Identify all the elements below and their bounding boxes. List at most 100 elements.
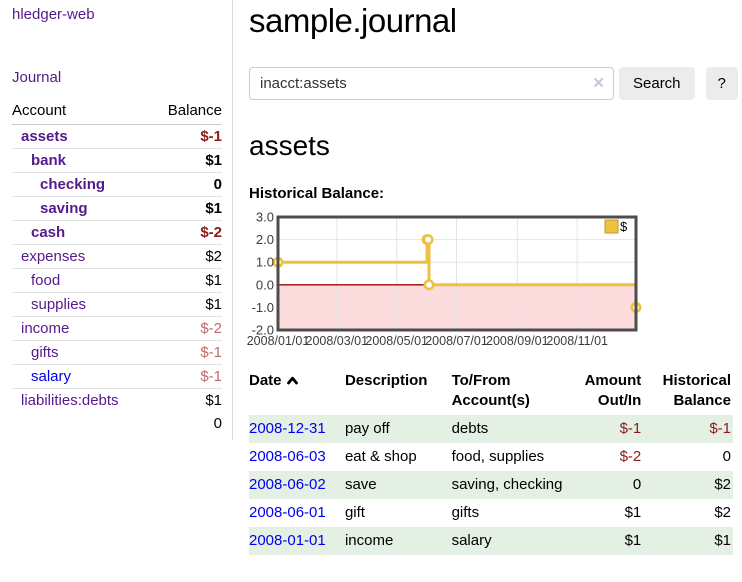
svg-text:0.0: 0.0 <box>256 277 274 292</box>
clear-search-icon[interactable]: ✕ <box>592 75 605 92</box>
transaction-balance: $-1 <box>709 420 731 437</box>
account-link[interactable]: supplies <box>31 296 87 313</box>
account-balance: $-1 <box>200 368 222 385</box>
transaction-balance: 0 <box>722 448 731 465</box>
transaction-date-link[interactable]: 2008-06-03 <box>249 448 326 465</box>
accounts-header-balance: Balance <box>151 99 222 125</box>
transaction-row: 2008-12-31 pay off debts $-1 $-1 <box>249 415 733 443</box>
account-row: income $-2 <box>12 316 222 341</box>
svg-text:2008/11/01: 2008/11/01 <box>546 334 608 348</box>
search-button[interactable]: Search <box>619 67 695 100</box>
account-balance: 0 <box>213 176 222 193</box>
account-row: liabilities:debts $1 <box>12 388 222 413</box>
main-content: sample.journal ✕ Search ? assets Histori… <box>233 0 742 555</box>
transaction-amount: 0 <box>632 476 642 493</box>
search-form: ✕ Search ? <box>249 67 738 100</box>
accounts-table: Account Balance assets $-1 bank $1 checking 0… <box>12 99 222 435</box>
transaction-amount: $-2 <box>619 448 642 465</box>
transaction-row: 2008-06-02 save saving, checking 0 $2 <box>249 471 733 499</box>
search-input-wrap: ✕ <box>249 67 614 100</box>
app-title-link[interactable]: hledger-web <box>12 6 95 23</box>
account-balance: $1 <box>205 296 222 313</box>
account-balance: $-1 <box>200 344 222 361</box>
transaction-accounts: gifts <box>451 504 480 521</box>
transaction-description: gift <box>344 504 365 521</box>
account-row: saving $1 <box>12 196 222 221</box>
svg-text:2008/01/01: 2008/01/01 <box>247 334 310 348</box>
transaction-description: pay off <box>344 420 390 437</box>
account-row: gifts $-1 <box>12 340 222 365</box>
register-header-row: Date Description To/From Account(s) Amou… <box>249 369 733 415</box>
accounts-total-value: 0 <box>213 415 222 432</box>
account-balance: $1 <box>205 392 222 409</box>
accounts-total-row: 0 <box>12 412 222 435</box>
account-link[interactable]: bank <box>31 152 67 169</box>
account-balance: $-1 <box>200 128 222 145</box>
account-row: expenses $2 <box>12 244 222 269</box>
register-header-date[interactable]: Date <box>249 369 345 415</box>
svg-text:2008/05/01: 2008/05/01 <box>365 334 428 348</box>
account-page-title: assets <box>249 130 330 161</box>
account-row: supplies $1 <box>12 292 222 317</box>
chart-label: Historical Balance: <box>249 185 385 202</box>
account-row: salary $-1 <box>12 364 222 389</box>
transaction-date-link[interactable]: 2008-01-01 <box>249 532 326 549</box>
account-row: checking 0 <box>12 172 222 197</box>
transaction-date-link[interactable]: 2008-06-01 <box>249 504 326 521</box>
account-balance: $1 <box>205 152 222 169</box>
chart-wrap: $3.0 2.0 1.0 0.0 -1.0 -2.0 2008/01/01 2008/03/0… <box>247 210 738 353</box>
svg-text:2008/07/01: 2008/07/01 <box>425 334 488 348</box>
register-header-balance: Historical Balance <box>662 372 731 409</box>
account-link[interactable]: salary <box>31 368 72 385</box>
transaction-accounts: food, supplies <box>451 448 545 465</box>
svg-text:-2.0: -2.0 <box>252 323 274 338</box>
account-balance: $2 <box>205 248 222 265</box>
account-link[interactable]: expenses <box>21 248 86 265</box>
transaction-amount: $1 <box>624 504 642 521</box>
account-link[interactable]: gifts <box>31 344 59 361</box>
register-header-amount: Amount Out/In <box>584 372 642 409</box>
account-link[interactable]: assets <box>21 128 68 145</box>
page: hledger-web Journal Account Balance asse… <box>0 0 742 555</box>
account-balance: $-2 <box>200 224 222 241</box>
accounts-table-body: assets $-1 bank $1 checking 0 saving $1 cash $-2 e… <box>12 125 222 413</box>
historical-balance-chart: $3.0 2.0 1.0 0.0 -1.0 -2.02008/01/012008/03/0… <box>247 210 642 348</box>
account-balance: $1 <box>205 272 222 289</box>
account-link[interactable]: income <box>21 320 70 337</box>
transaction-row: 2008-01-01 income salary $1 $1 <box>249 527 733 555</box>
transaction-date-link[interactable]: 2008-12-31 <box>249 420 326 437</box>
transaction-accounts: debts <box>451 420 489 437</box>
accounts-table-header: Account Balance <box>12 99 222 125</box>
transaction-description: eat & shop <box>344 448 417 465</box>
account-balance: $-2 <box>200 320 222 337</box>
transaction-balance: $2 <box>714 504 731 521</box>
account-row: cash $-2 <box>12 220 222 245</box>
transaction-accounts: saving, checking <box>451 476 563 493</box>
svg-text:2008/03/01: 2008/03/01 <box>306 334 369 348</box>
account-link[interactable]: saving <box>40 200 88 217</box>
account-row: food $1 <box>12 268 222 293</box>
accounts-header-account: Account <box>12 99 152 125</box>
transaction-balance: $1 <box>714 532 731 549</box>
sidebar-item-journal[interactable]: Journal <box>12 69 62 86</box>
page-title: sample.journal <box>249 2 457 39</box>
account-link[interactable]: cash <box>31 224 66 241</box>
transaction-balance: $2 <box>714 476 731 493</box>
search-input[interactable] <box>249 67 614 100</box>
register-header-accounts: To/From Account(s) <box>451 372 530 409</box>
account-link[interactable]: food <box>31 272 61 289</box>
account-link[interactable]: liabilities:debts <box>21 392 119 409</box>
help-button[interactable]: ? <box>705 67 738 100</box>
sort-ascending-icon <box>286 372 299 392</box>
register-header-description: Description <box>344 372 428 389</box>
transaction-date-link[interactable]: 2008-06-02 <box>249 476 326 493</box>
account-link[interactable]: checking <box>40 176 106 193</box>
accounts-total-spacer <box>12 412 151 435</box>
svg-text:3.0: 3.0 <box>256 210 274 225</box>
sidebar: hledger-web Journal Account Balance asse… <box>0 0 233 440</box>
transaction-description: income <box>344 532 394 549</box>
transaction-row: 2008-06-01 gift gifts $1 $2 <box>249 499 733 527</box>
svg-text:2008/09/01: 2008/09/01 <box>486 334 549 348</box>
register-table: Date Description To/From Account(s) Amou… <box>249 369 733 555</box>
account-row: bank $1 <box>12 148 222 173</box>
